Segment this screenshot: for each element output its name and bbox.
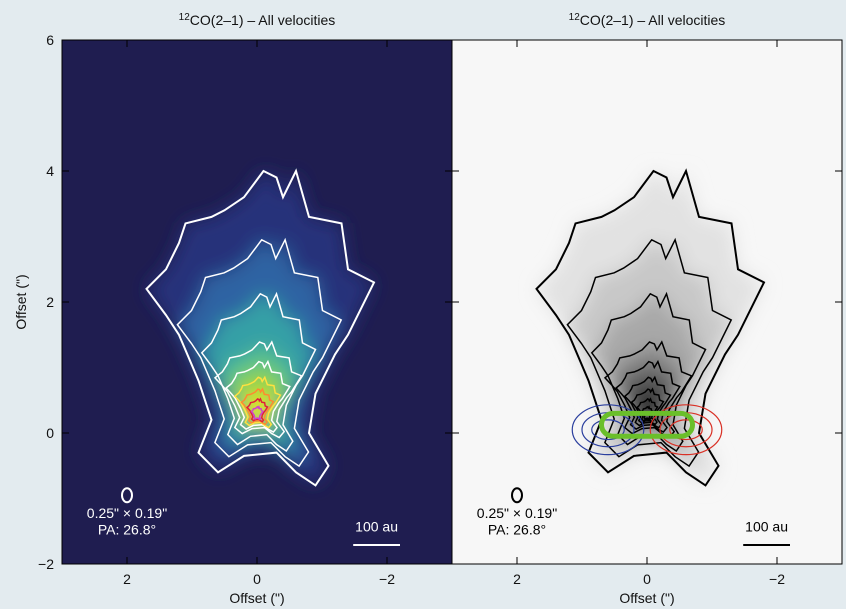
title-superscript: 12 [179,12,191,23]
beam-size: 0.25" × 0.19" [87,505,167,521]
outflow-contour [649,404,723,456]
beam-pa: PA: 26.8° [98,522,156,538]
contour [213,340,303,439]
outflow-contour [571,404,645,456]
panel-image: 0.25" × 0.19"PA: 26.8° 100 au [452,40,842,564]
x-tick-label: 2 [123,571,131,587]
contour [566,237,733,468]
contour [225,359,291,433]
x-axis-label: Offset (") [229,590,284,606]
panel-title: 12CO(2–1) – All velocities [179,12,336,28]
contour [535,168,766,487]
contour [145,168,376,487]
x-tick-label: −2 [379,571,395,587]
title-text: CO(2–1) – All velocities [190,12,336,28]
x-tick-label: 2 [513,571,521,587]
y-axis-label: Offset (") [13,274,29,329]
title-superscript: 12 [569,12,581,23]
beam [121,487,133,504]
y-tick-label: 0 [46,425,54,441]
y-tick-label: −2 [38,556,54,572]
scalebar-label: 100 au [745,518,788,534]
x-axis-label: Offset (") [619,590,674,606]
disk-marker [599,410,695,439]
x-tick-label: 0 [253,571,261,587]
contour [640,405,655,421]
beam-pa: PA: 26.8° [488,522,546,538]
scalebar-label: 100 au [355,518,398,534]
beam-size: 0.25" × 0.19" [477,505,557,521]
contour [603,340,693,439]
title-text: CO(2–1) – All velocities [580,12,726,28]
x-tick-label: −2 [769,571,785,587]
panel-image: 0.25" × 0.19"PA: 26.8° 100 au [62,40,452,564]
y-tick-label: 6 [46,32,54,48]
contour [250,405,265,421]
contour [615,359,681,433]
x-tick-label: 0 [643,571,651,587]
outflow-contour [591,419,625,441]
outflow-contour [669,419,703,441]
contour [176,237,343,468]
emission [146,171,374,486]
y-tick-label: 4 [46,163,54,179]
y-tick-label: 2 [46,294,54,310]
panel-title: 12CO(2–1) – All velocities [569,12,726,28]
beam [511,487,523,504]
contour [200,291,317,453]
